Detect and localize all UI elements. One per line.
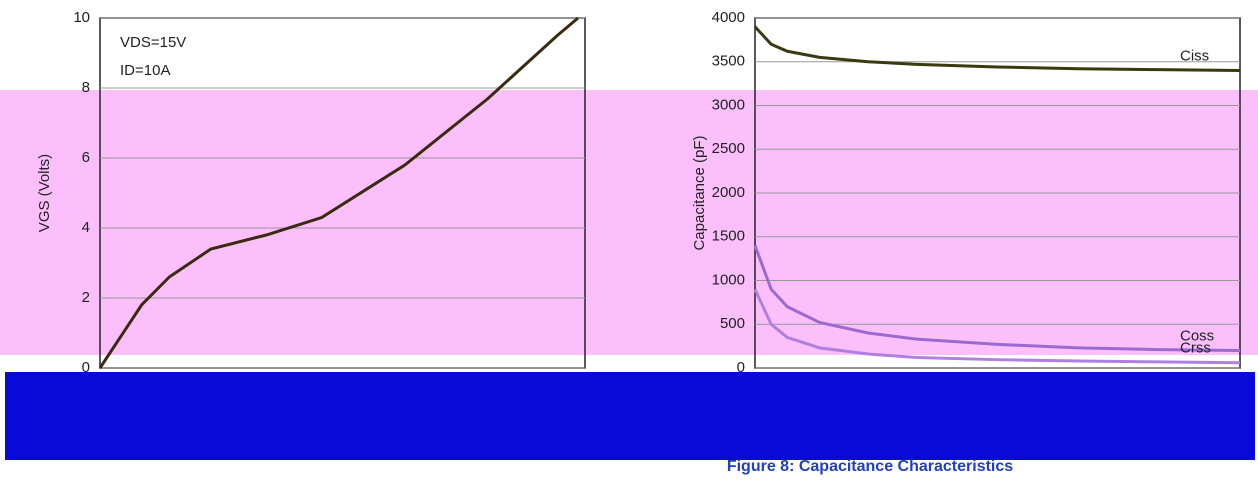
overlay-bar <box>5 372 1255 460</box>
y-tick-label: 0 <box>82 359 90 376</box>
y-axis-label: Capacitance (pF) <box>691 135 708 250</box>
y-tick-label: 1500 <box>712 228 745 245</box>
y-tick-label: 500 <box>720 315 745 332</box>
series-label: Ciss <box>1180 47 1209 64</box>
y-tick-label: 6 <box>82 149 90 166</box>
y-tick-label: 8 <box>82 79 90 96</box>
data-line <box>98 16 580 369</box>
y-tick-label: 4 <box>82 219 90 236</box>
y-tick-label: 10 <box>73 9 90 26</box>
figure-title: Figure 8: Capacitance Characteristics <box>727 458 1013 475</box>
data-line <box>753 288 1241 365</box>
y-tick-label: 0 <box>737 359 745 376</box>
series-label: Coss <box>1180 327 1214 344</box>
y-tick-label: 2500 <box>712 140 745 157</box>
annotation: ID=10A <box>120 62 170 79</box>
data-line <box>753 25 1241 72</box>
y-tick-label: 2 <box>82 289 90 306</box>
overlay-band <box>0 90 1258 355</box>
series-label: Crss <box>1180 340 1211 357</box>
y-tick-label: 3000 <box>712 96 745 113</box>
data-line <box>753 244 1241 352</box>
annotation: VDS=15V <box>120 34 186 51</box>
y-axis-label: VGS (Volts) <box>36 154 53 232</box>
y-tick-label: 3500 <box>712 53 745 70</box>
y-tick-label: 1000 <box>712 271 745 288</box>
y-tick-label: 2000 <box>712 184 745 201</box>
y-tick-label: 4000 <box>712 9 745 26</box>
